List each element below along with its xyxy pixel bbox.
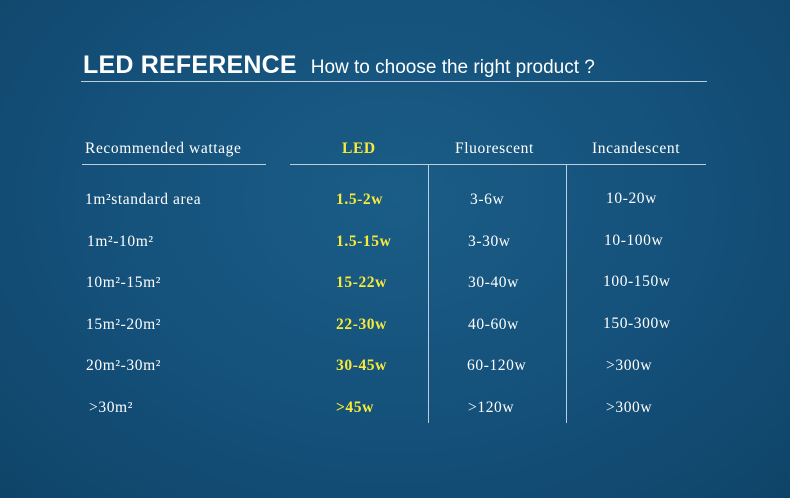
area-cell: >30m² [89,399,133,416]
page-title: LED REFERENCE [83,51,297,79]
fluorescent-cell: 3-30w [468,233,511,250]
fluorescent-cell: 3-6w [470,191,505,208]
led-cell: 1.5-15w [336,233,392,250]
area-cell: 1m²standard area [85,191,202,208]
fluorescent-cell: 60-120w [467,357,527,374]
area-cell: 15m²-20m² [86,316,161,333]
area-cell: 1m²-10m² [87,233,154,250]
led-cell: >45w [336,399,374,416]
header-divider-right [290,164,706,165]
header-divider-left [82,164,266,165]
area-cell: 10m²-15m² [86,274,161,291]
header-recommended-wattage: Recommended wattage [85,140,242,157]
page-heading: LED REFERENCE How to choose the right pr… [83,51,595,80]
header-led: LED [342,140,376,157]
led-cell: 22-30w [336,316,387,333]
column-divider-1 [428,165,429,423]
fluorescent-cell: 30-40w [468,274,519,291]
column-divider-2 [566,165,567,423]
led-cell: 1.5-2w [336,191,384,208]
area-cell: 20m²-30m² [86,357,161,374]
incandescent-cell: >300w [606,357,653,374]
header-fluorescent: Fluorescent [455,140,534,157]
title-divider [81,81,707,82]
page-subtitle: How to choose the right product ? [310,57,595,78]
incandescent-cell: 10-20w [606,190,657,207]
fluorescent-cell: >120w [468,399,515,416]
header-incandescent: Incandescent [592,140,681,157]
fluorescent-cell: 40-60w [468,316,519,333]
incandescent-cell: >300w [606,399,653,416]
incandescent-cell: 100-150w [603,273,671,290]
led-cell: 30-45w [336,357,387,374]
led-cell: 15-22w [336,274,387,291]
incandescent-cell: 10-100w [604,232,664,249]
incandescent-cell: 150-300w [603,315,671,332]
